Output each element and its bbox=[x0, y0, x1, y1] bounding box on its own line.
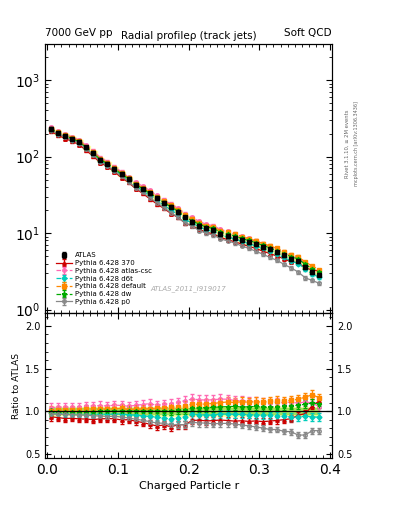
X-axis label: Charged Particle r: Charged Particle r bbox=[138, 481, 239, 492]
Text: Soft QCD: Soft QCD bbox=[285, 28, 332, 38]
Text: Rivet 3.1.10, ≥ 2M events: Rivet 3.1.10, ≥ 2M events bbox=[345, 109, 350, 178]
Text: 7000 GeV pp: 7000 GeV pp bbox=[45, 28, 113, 38]
Legend: ATLAS, Pythia 6.428 370, Pythia 6.428 atlas-csc, Pythia 6.428 d6t, Pythia 6.428 : ATLAS, Pythia 6.428 370, Pythia 6.428 at… bbox=[54, 250, 154, 307]
Title: Radial profileρ (track jets): Radial profileρ (track jets) bbox=[121, 31, 257, 41]
Text: mcplots.cern.ch [arXiv:1306.3436]: mcplots.cern.ch [arXiv:1306.3436] bbox=[354, 101, 359, 186]
Y-axis label: Ratio to ATLAS: Ratio to ATLAS bbox=[12, 353, 21, 419]
Text: ATLAS_2011_I919017: ATLAS_2011_I919017 bbox=[151, 285, 226, 291]
